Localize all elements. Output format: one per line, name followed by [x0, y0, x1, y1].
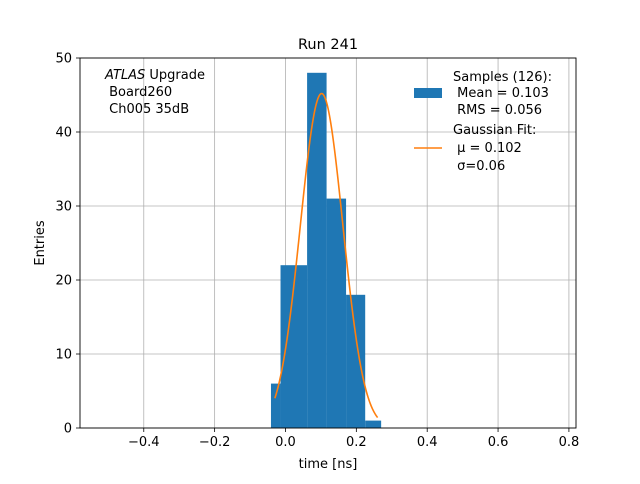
x-tick-label: 0.2	[346, 435, 367, 450]
annotation-line-3: Ch005 35dB	[105, 102, 189, 117]
annotation-line-1: ATLAS Upgrade	[104, 68, 205, 83]
histogram-bar	[326, 198, 347, 428]
legend-fit-line-3: σ=0.06	[453, 159, 505, 174]
y-axis-label: Entries	[33, 220, 48, 266]
x-tick-label: 0.0	[275, 435, 296, 450]
x-tick-label: −0.4	[128, 435, 160, 450]
y-tick-label: 0	[64, 422, 72, 437]
legend-samples-line-3: RMS = 0.056	[453, 103, 542, 118]
legend-samples-line-2: Mean = 0.103	[453, 86, 549, 101]
y-tick-label: 40	[55, 126, 72, 141]
gaussian-fit-curve	[274, 92, 379, 419]
annotation-rest: Upgrade	[145, 68, 205, 83]
y-tick-label: 20	[55, 274, 72, 289]
y-tick-label: 10	[55, 348, 72, 363]
x-axis-ticks: −0.4 −0.2 0.0 0.2 0.4 0.6 0.8	[128, 428, 579, 450]
x-tick-label: 0.6	[488, 435, 509, 450]
legend: Samples (126): Mean = 0.103 RMS = 0.056 …	[414, 70, 552, 174]
x-tick-label: −0.2	[199, 435, 231, 450]
legend-swatch-samples	[414, 88, 442, 98]
histogram-bar	[365, 420, 382, 428]
histogram-bar	[307, 72, 327, 429]
x-tick-label: 0.4	[417, 435, 438, 450]
plot-frame	[79, 57, 577, 429]
annotation-block: ATLAS Upgrade Board260 Ch005 35dB	[104, 68, 205, 117]
x-axis-label: time [ns]	[299, 457, 358, 472]
y-tick-label: 50	[55, 52, 72, 67]
histogram-bar	[346, 294, 366, 428]
annotation-line-2: Board260	[105, 85, 172, 100]
legend-fit-line-1: Gaussian Fit:	[453, 123, 536, 138]
y-tick-label: 30	[55, 200, 72, 215]
legend-fit-line-2: μ = 0.102	[453, 141, 522, 156]
chart-title: Run 241	[298, 37, 358, 53]
histogram-bar	[270, 383, 281, 428]
x-tick-label: 0.8	[559, 435, 580, 450]
y-axis-ticks: 0 10 20 30 40 50	[55, 52, 80, 437]
legend-samples-line-1: Samples (126):	[453, 70, 552, 85]
annotation-italic: ATLAS	[104, 68, 145, 83]
